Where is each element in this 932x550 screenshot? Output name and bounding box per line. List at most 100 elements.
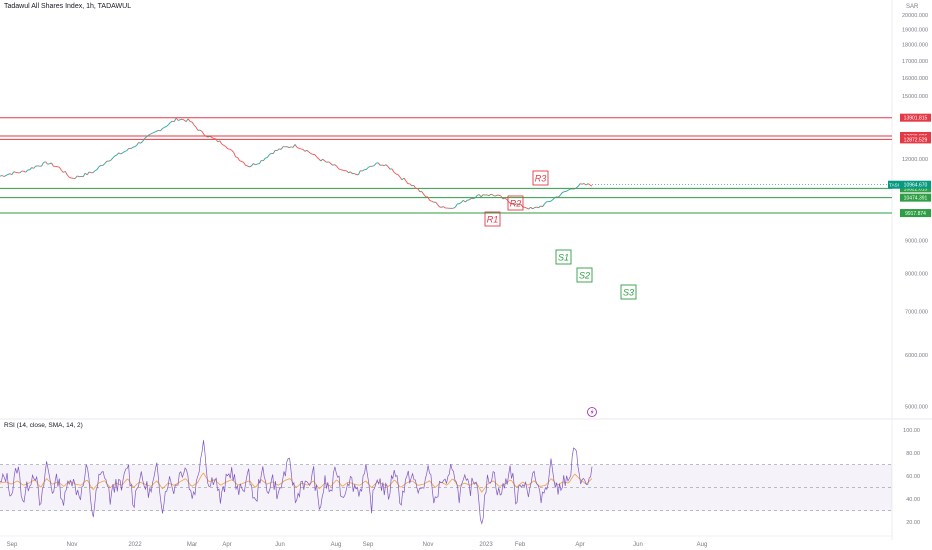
price-candle (372, 165, 375, 167)
price-candle (520, 203, 524, 208)
price-tick-label: 16000.000 (902, 76, 928, 82)
price-candle (397, 174, 401, 178)
rsi-tick-label: 80.00 (906, 451, 920, 457)
price-candle (45, 161, 48, 165)
rsi-tick-label: 100.00 (903, 428, 920, 434)
price-candle (175, 117, 179, 121)
price-candle (318, 158, 322, 162)
price-candle (427, 196, 431, 201)
price-candle (243, 162, 246, 166)
price-candle (207, 135, 211, 138)
price-candle (173, 117, 177, 122)
price-candle (460, 199, 464, 203)
price-candle (554, 196, 557, 199)
price-candle (429, 199, 432, 202)
time-tick-label: Feb (515, 542, 526, 548)
price-candle (7, 173, 11, 175)
price-candle (41, 162, 44, 167)
price-tick-label: 9000.000 (905, 238, 928, 244)
rsi-tick-label: 40.00 (906, 497, 920, 503)
price-candle (215, 138, 219, 143)
price-candle (534, 206, 537, 209)
price-candle (241, 160, 244, 163)
price-candle (138, 142, 141, 144)
price-candle (514, 203, 518, 206)
price-candle (276, 148, 280, 151)
price-candle (181, 118, 185, 121)
price-candle (585, 183, 589, 186)
price-candle (5, 174, 9, 176)
level-tag-text-s1: 10822.015 (904, 186, 928, 192)
price-candle (223, 144, 226, 147)
price-candle (205, 136, 209, 138)
price-candle (122, 151, 125, 154)
price-candle (269, 153, 272, 156)
price-candle (142, 138, 145, 142)
price-candle (116, 152, 120, 156)
price-candle (583, 183, 587, 186)
price-candle (96, 166, 100, 170)
price-candle (23, 170, 26, 173)
price-candle (239, 160, 242, 162)
price-candle (350, 171, 353, 174)
price-candle (266, 154, 270, 158)
price-candle (568, 188, 571, 191)
price-candle (209, 135, 213, 138)
time-tick-label: Jun (275, 542, 285, 548)
rsi-title: RSI (14, close, SMA, 14, 2) (4, 422, 83, 429)
price-candle (526, 207, 529, 210)
price-candle (300, 148, 304, 150)
price-candle (550, 199, 553, 202)
price-candle (229, 148, 232, 151)
price-candle (473, 197, 476, 200)
price-candle (403, 177, 407, 182)
price-candle (154, 130, 157, 133)
price-candle (114, 154, 118, 157)
price-candle (478, 194, 482, 198)
price-candle (587, 183, 591, 186)
price-candle (146, 134, 149, 138)
price-candle (247, 165, 250, 168)
level-tag-r1 (900, 135, 931, 144)
price-candle (395, 173, 399, 175)
price-candle (156, 129, 159, 132)
price-candle (231, 149, 234, 153)
level-box-label-s2: S2 (579, 271, 590, 281)
price-candle (322, 158, 325, 162)
price-candle (453, 206, 456, 209)
last-price-tag-text: 10964.670 (904, 183, 928, 189)
price-candle (152, 131, 155, 134)
price-candle (193, 124, 197, 128)
level-tag-s2 (900, 193, 931, 202)
price-candle (459, 202, 462, 205)
price-candle (437, 204, 440, 208)
level-tag-r3 (900, 113, 931, 122)
price-candle (516, 203, 519, 206)
price-candle (66, 174, 70, 178)
price-candle (463, 199, 466, 203)
price-candle (435, 201, 438, 205)
price-candle (92, 170, 96, 174)
price-candle (134, 145, 137, 148)
price-tick-label: 18000.000 (902, 43, 928, 49)
price-candle (251, 163, 254, 167)
rsi-tick-label: 60.00 (906, 474, 920, 480)
price-candle (108, 159, 112, 162)
price-candle (562, 191, 565, 193)
level-tag-s3 (900, 209, 931, 218)
price-candle (413, 185, 417, 189)
time-tick-label: Mar (187, 542, 197, 548)
price-candle (524, 206, 527, 209)
price-candle (13, 171, 16, 173)
price-candle (423, 194, 427, 198)
price-candle (393, 171, 397, 175)
price-candle (306, 149, 310, 153)
price-candle (544, 201, 547, 205)
price-candle (245, 164, 248, 167)
level-box-label-r1: R1 (487, 215, 499, 225)
price-candle (346, 170, 349, 174)
level-box-s2 (576, 267, 593, 283)
price-candle (324, 160, 327, 163)
price-candle (480, 194, 484, 198)
